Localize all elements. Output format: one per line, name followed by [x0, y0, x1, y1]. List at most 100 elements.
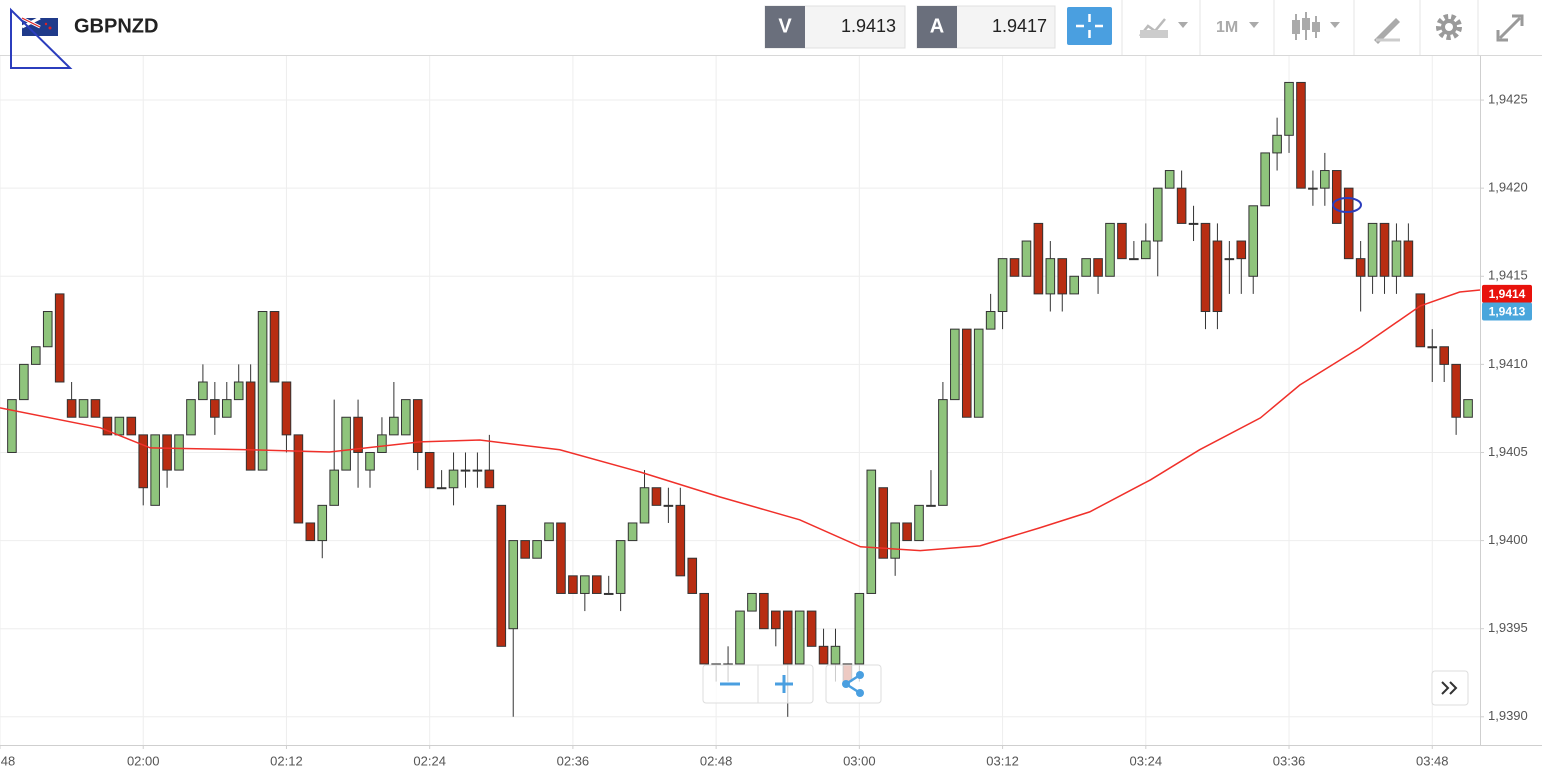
candle-body	[305, 522, 316, 542]
candle-body	[484, 469, 495, 489]
candle-body	[985, 311, 996, 330]
candle-body	[221, 399, 232, 418]
candle-body	[1069, 275, 1079, 295]
candle-body	[1141, 240, 1151, 260]
candle-body	[973, 328, 984, 418]
candle-body	[269, 311, 280, 383]
candle-body	[424, 451, 435, 489]
candle-body	[878, 487, 889, 559]
candle-body	[353, 416, 363, 453]
candle-body	[1093, 258, 1103, 277]
candle-body	[1200, 222, 1211, 313]
bid-label: V	[778, 15, 792, 37]
candle-body	[651, 487, 662, 506]
candle-style-button[interactable]	[1292, 12, 1340, 40]
candle-body	[1367, 222, 1378, 277]
candle-body	[950, 328, 960, 401]
candle-body	[580, 575, 590, 594]
share-button[interactable]	[825, 664, 882, 704]
x-tick-label: 02:36	[557, 753, 590, 768]
candle-body	[1272, 134, 1282, 154]
candle-body	[782, 610, 793, 665]
ask-button[interactable]: A 1.9417	[916, 5, 1056, 49]
candle-body	[818, 645, 829, 665]
drawing-ellipse	[1332, 197, 1362, 213]
ask-price: 1.9417	[992, 16, 1047, 36]
candle-body	[926, 504, 936, 507]
candle-body	[401, 399, 411, 436]
bid-button[interactable]: V 1.9413	[764, 5, 906, 49]
y-tick-label: 1,9390	[1488, 708, 1528, 723]
candle-body	[1355, 258, 1366, 277]
candle-body	[1224, 258, 1235, 261]
timeframe: 1M	[1216, 19, 1238, 36]
candle-body	[866, 469, 877, 594]
drawing-tools-button[interactable]	[1374, 18, 1400, 44]
x-tick-label: 03:48	[1416, 753, 1449, 768]
candle-body	[806, 610, 817, 647]
candle-body	[317, 504, 328, 542]
candle-body	[1248, 205, 1259, 277]
x-tick-label: 02:48	[700, 753, 733, 768]
candle-body	[436, 487, 447, 490]
candle-body	[42, 311, 53, 348]
candle-body	[556, 522, 566, 594]
candle-body	[210, 399, 220, 418]
candle-body	[591, 575, 602, 594]
crosshair-button[interactable]	[1067, 7, 1112, 45]
candle-body	[687, 557, 698, 594]
moving-average-line	[0, 289, 1481, 552]
candle-body	[854, 592, 865, 665]
candle-body	[281, 381, 292, 436]
candle-body	[603, 592, 614, 595]
candle-body	[615, 540, 626, 594]
candle-body	[997, 258, 1008, 313]
candle-body	[830, 645, 841, 665]
chart-type-button[interactable]	[1139, 18, 1188, 38]
candle-body	[1308, 187, 1318, 190]
candle-body	[90, 399, 101, 418]
grid	[0, 56, 1480, 745]
candle-body	[54, 293, 65, 383]
candle-body	[1463, 399, 1473, 418]
y-tick-label: 1,9415	[1488, 268, 1528, 283]
fullscreen-button[interactable]	[1496, 14, 1524, 42]
candle-body	[66, 399, 77, 418]
candle-body	[1129, 258, 1139, 261]
price-marker	[1482, 302, 1532, 321]
candle-body	[377, 434, 387, 453]
candle-body	[663, 504, 674, 507]
x-tick-label: 02:12	[270, 753, 303, 768]
candle-body	[150, 434, 160, 506]
candle-body	[198, 381, 208, 401]
timeframe-button[interactable]: 1M	[1216, 19, 1259, 36]
y-tick-label: 1,9395	[1488, 620, 1528, 635]
y-tick-label: 1,9420	[1488, 180, 1528, 195]
candle-body	[961, 328, 972, 418]
candle-body	[1081, 258, 1091, 277]
scroll-to-end-button[interactable]	[1431, 670, 1469, 706]
candle-body	[902, 522, 912, 542]
candle-body	[771, 610, 781, 630]
zoom-in-button[interactable]	[775, 675, 793, 693]
candle-body	[448, 469, 459, 489]
candle-body	[186, 399, 196, 436]
candle-body	[938, 399, 948, 506]
candle-body	[1439, 346, 1449, 365]
candle-body	[1033, 222, 1044, 295]
candle-body	[1451, 363, 1461, 418]
candle-body	[1296, 81, 1306, 189]
candle-body	[699, 592, 709, 665]
candle-body	[627, 522, 638, 542]
y-tick-label: 1,9410	[1488, 356, 1528, 371]
candle-body	[460, 469, 471, 472]
settings-button[interactable]	[1436, 14, 1462, 40]
candle-body	[19, 363, 29, 401]
candle-body	[1284, 81, 1294, 136]
candle-body	[174, 434, 184, 471]
flag-icon	[21, 16, 58, 36]
y-tick-label: 1,9425	[1488, 91, 1528, 106]
candle-body	[1117, 222, 1127, 260]
